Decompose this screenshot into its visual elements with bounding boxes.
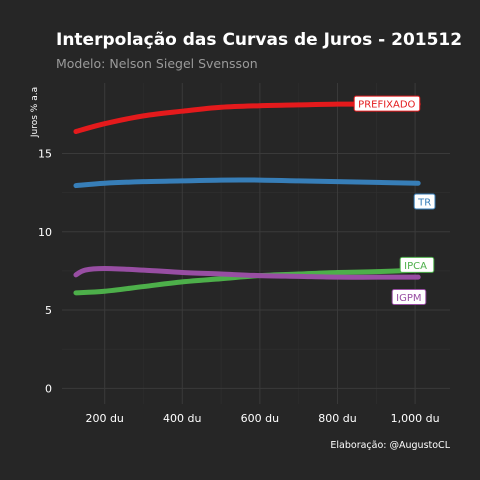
x-tick-label: 200 du	[85, 412, 123, 425]
series-label-box	[399, 256, 435, 273]
series-label-text: IGPM	[396, 293, 421, 304]
y-axis-ticks: 0 5 10 15	[38, 147, 52, 395]
x-tick-label: 600 du	[241, 412, 279, 425]
chart-caption: Elaboração: @AugustoCL	[330, 440, 450, 451]
y-tick-label: 5	[45, 304, 52, 317]
series-label-box	[353, 95, 421, 112]
series-label-prefixado: PREFIXADO	[353, 95, 421, 112]
series-line-tr	[73, 177, 421, 189]
y-tick-label: 10	[38, 226, 52, 239]
series-label-text: IPCA	[404, 261, 427, 272]
y-axis-label: Juros % a.a	[30, 87, 40, 138]
series-label-text: PREFIXADO	[358, 100, 415, 111]
series-line-igpm	[73, 266, 421, 280]
series-label-igpm: IGPM	[391, 289, 427, 306]
series-labels: PREFIXADO TR IPCA IGPM	[353, 95, 436, 306]
y-tick-label: 0	[45, 382, 52, 395]
series-label-box	[413, 193, 436, 210]
x-tick-label: 400 du	[163, 412, 201, 425]
series-label-ipca: IPCA	[399, 256, 435, 273]
x-tick-label: 800 du	[318, 412, 356, 425]
y-tick-label: 15	[38, 147, 52, 160]
x-axis-ticks: 200 du 400 du 600 du 800 du 1,000 du	[85, 412, 439, 425]
chart-title: Interpolação das Curvas de Juros - 20151…	[56, 30, 462, 50]
series-label-box	[391, 289, 427, 306]
series-label-text: TR	[417, 198, 431, 209]
x-tick-label: 1,000 du	[391, 412, 440, 425]
chart-subtitle: Modelo: Nelson Siegel Svensson	[56, 56, 258, 71]
series-label-tr: TR	[413, 193, 436, 210]
